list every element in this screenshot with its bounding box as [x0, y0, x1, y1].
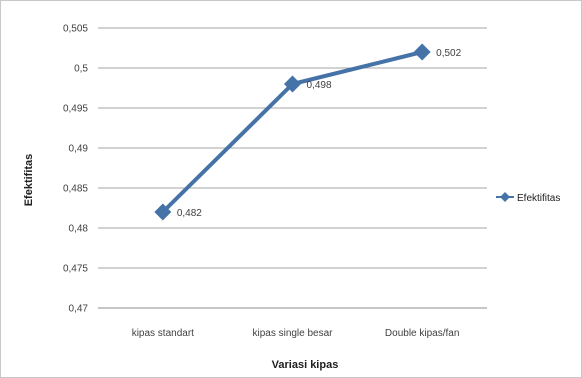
x-axis-title: Variasi kipas [272, 359, 339, 371]
y-axis-ticks: 0,47 0,475 0,48 0,485 0,49 0,495 0,5 0,505 [63, 24, 88, 315]
y-tick-label: 0,505 [63, 24, 88, 35]
data-label: 0,502 [436, 48, 461, 59]
data-label: 0,482 [177, 208, 202, 219]
x-tick-label: kipas single besar [252, 328, 333, 339]
y-tick-label: 0,485 [63, 184, 88, 195]
series-efektifitas [154, 43, 431, 221]
data-point-marker [154, 203, 172, 221]
y-tick-label: 0,48 [69, 224, 89, 235]
y-tick-label: 0,5 [74, 64, 88, 75]
legend[interactable]: Efektifitas [496, 192, 560, 204]
legend-marker [500, 192, 510, 202]
data-point-marker [284, 75, 301, 93]
y-tick-label: 0,475 [63, 264, 88, 275]
gridlines [98, 27, 487, 269]
y-tick-label: 0,49 [69, 144, 89, 155]
y-tick-label: 0,47 [69, 304, 89, 315]
data-point-marker [413, 43, 431, 61]
x-axis-ticks: kipas standart kipas single besar Double k… [132, 328, 460, 339]
x-tick-label: Double kipas/fan [385, 328, 460, 339]
data-label: 0,498 [307, 80, 332, 91]
y-axis-title: Efektifitas [23, 154, 35, 207]
y-tick-label: 0,495 [63, 104, 88, 115]
legend-label-efektifitas: Efektifitas [517, 193, 560, 204]
data-labels: 0,482 0,498 0,502 [177, 48, 462, 219]
x-tick-label: kipas standart [132, 328, 194, 339]
